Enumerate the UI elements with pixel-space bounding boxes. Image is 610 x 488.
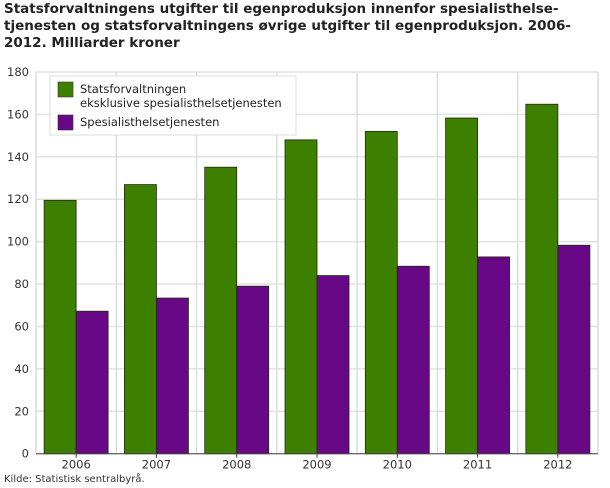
bar-spesialisthelsetjenesten-2007 xyxy=(156,297,189,455)
legend-label: Statsforvaltningen xyxy=(80,82,186,96)
legend-swatch xyxy=(57,114,74,131)
x-tick-label: 2006 xyxy=(62,458,91,472)
bar-statsforvaltningen-2007 xyxy=(124,184,157,455)
bar-spesialisthelsetjenesten-2011 xyxy=(477,256,510,455)
bar-spesialisthelsetjenesten-2012 xyxy=(557,244,591,455)
x-tick-label: 2009 xyxy=(302,458,331,472)
bar-spesialisthelsetjenesten-2009 xyxy=(316,275,350,455)
y-tick-label: 180 xyxy=(7,65,29,79)
legend-label: Spesialisthelsetjenesten xyxy=(80,115,219,129)
bar-statsforvaltningen-2010 xyxy=(364,130,398,455)
y-tick-label: 40 xyxy=(14,362,29,376)
chart-title: Statsforvaltningens utgifter til egenpro… xyxy=(4,1,571,51)
legend-label: eksklusive spesialisthelsetjenesten xyxy=(80,96,282,110)
y-tick-label: 120 xyxy=(7,192,29,206)
bar-spesialisthelsetjenesten-2006 xyxy=(75,310,109,455)
bar-statsforvaltningen-2011 xyxy=(445,117,478,455)
x-tick-label: 2012 xyxy=(543,458,572,472)
y-tick-label: 160 xyxy=(7,107,29,121)
bar-spesialisthelsetjenesten-2010 xyxy=(396,265,430,455)
bar-statsforvaltningen-2009 xyxy=(284,139,318,455)
x-tick-label: 2007 xyxy=(142,458,171,472)
y-tick-label: 0 xyxy=(22,447,29,461)
source-note: Kilde: Statistisk sentralbyrå. xyxy=(4,474,145,485)
bar-spesialisthelsetjenesten-2008 xyxy=(236,285,270,455)
bar-statsforvaltningen-2008 xyxy=(204,166,238,455)
legend-swatch xyxy=(57,81,74,98)
legend-box xyxy=(49,75,297,136)
y-tick-label: 60 xyxy=(14,319,29,333)
bar-statsforvaltningen-2012 xyxy=(525,103,559,455)
y-tick-label: 100 xyxy=(7,235,29,249)
y-tick-label: 80 xyxy=(14,277,29,291)
x-tick-label: 2010 xyxy=(383,458,412,472)
bar-statsforvaltningen-2006 xyxy=(43,199,77,455)
y-tick-label: 140 xyxy=(7,150,29,164)
x-tick-label: 2011 xyxy=(463,458,492,472)
y-tick-label: 20 xyxy=(14,404,29,418)
x-tick-label: 2008 xyxy=(222,458,251,472)
